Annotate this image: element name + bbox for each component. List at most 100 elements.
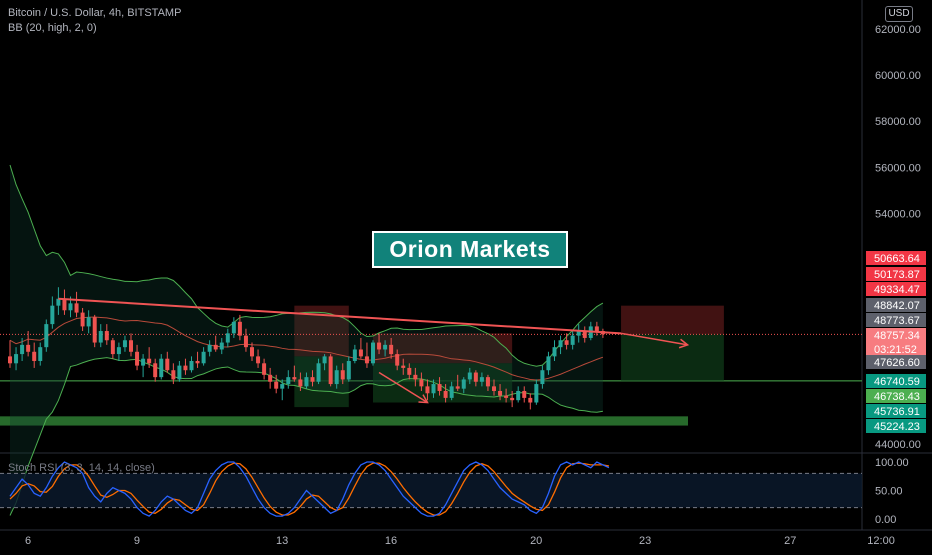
price-label: 47626.60 [874, 357, 920, 369]
price-label-box [866, 404, 926, 418]
candle-body [334, 370, 339, 385]
price-label: 46740.59 [874, 376, 920, 388]
candle-body [352, 349, 357, 361]
candle-body [552, 347, 557, 357]
candle-body [534, 384, 539, 403]
support-zone [0, 416, 688, 426]
candle-body [26, 344, 31, 352]
candle-body [516, 390, 521, 401]
candle-body [122, 340, 127, 348]
bb-lower-band [9, 357, 603, 516]
time-tick-label: 16 [385, 535, 397, 547]
candle-body [116, 347, 121, 355]
time-tick-label: 12:00 [867, 535, 895, 547]
time-tick-label: 9 [134, 535, 140, 547]
candle-body [135, 351, 140, 366]
candle-body [268, 374, 273, 382]
currency-button[interactable]: USD [885, 6, 913, 22]
candle-body [225, 333, 230, 343]
candle-body [195, 361, 200, 364]
stoch-tick-label: 100.00 [875, 457, 909, 469]
candle-body [358, 349, 363, 357]
candle-body [110, 340, 115, 355]
candle-body [389, 344, 394, 355]
candle-body [431, 384, 436, 394]
candle-body [50, 305, 55, 325]
trendline [58, 297, 622, 335]
candle-body [449, 386, 454, 398]
stoch-k-line [9, 461, 610, 517]
price-label: 48842.07 [874, 300, 920, 312]
candle-body [419, 379, 424, 387]
candle-body [237, 321, 242, 336]
candle-body [316, 363, 321, 382]
candle-body [213, 344, 218, 350]
price-label-box [866, 389, 926, 403]
stoch-tick-label: 50.00 [875, 486, 903, 498]
price-label-box [866, 282, 926, 296]
candle-body [219, 342, 224, 350]
candle-body [207, 344, 212, 352]
indicator-legend-stoch[interactable]: Stoch RSI (3, 3, 14, 14, close) [8, 462, 155, 474]
symbol-title[interactable]: Bitcoin / U.S. Dollar, 4h, BITSTAMP [8, 7, 182, 19]
price-label: 46738.43 [874, 391, 920, 403]
candle-body [492, 386, 496, 391]
candle-body [371, 342, 375, 364]
price-label-box [866, 267, 926, 281]
candle-body [425, 386, 430, 394]
arrow-head [418, 394, 429, 404]
arrow-line [620, 332, 688, 346]
candle-body [576, 331, 581, 336]
brand-label: Orion Markets [372, 231, 568, 268]
candle-body [383, 344, 388, 350]
price-tick-label: 60000.00 [875, 70, 921, 82]
candle-body [56, 298, 61, 306]
arrow-head [678, 338, 690, 349]
price-label-box [866, 328, 926, 342]
candle-body [92, 317, 97, 343]
time-tick-label: 13 [276, 535, 288, 547]
price-tick-label: 44000.00 [875, 439, 921, 451]
candle-body [177, 365, 182, 380]
candle-body [340, 370, 345, 380]
price-label: 50663.64 [874, 253, 920, 265]
candle-body [38, 347, 43, 361]
candle-body [171, 370, 176, 380]
price-label: 49334.47 [874, 284, 920, 296]
price-label-box [866, 313, 926, 327]
price-label: 50173.87 [874, 269, 920, 281]
stoch-tick-label: 0.00 [875, 514, 896, 526]
candle-body [395, 354, 400, 366]
candle-body [461, 379, 466, 389]
candle-body [443, 390, 448, 398]
candle-body [467, 372, 472, 380]
candle-body [153, 363, 158, 378]
indicator-legend-bb[interactable]: BB (20, high, 2, 0) [8, 22, 97, 34]
candle-body [44, 324, 49, 348]
candle-body [455, 386, 460, 389]
time-tick-label: 20 [530, 535, 542, 547]
candle-body [504, 395, 509, 398]
candle-body [364, 356, 369, 364]
price-label-box [866, 355, 926, 369]
candle-body [564, 340, 569, 345]
price-label: 45224.23 [874, 421, 920, 433]
candle-body [201, 351, 206, 364]
price-label-box [866, 419, 926, 433]
candle-body [189, 361, 194, 371]
bb-basis [9, 316, 604, 381]
candle-body [14, 354, 19, 364]
position-zone-loss [621, 305, 724, 335]
candle-body [558, 340, 563, 348]
candle-body [570, 335, 575, 345]
candle-body [401, 365, 406, 368]
candle-body [274, 381, 279, 389]
arrow-line [378, 371, 428, 404]
candle-body [183, 365, 188, 371]
candle-body [86, 317, 91, 327]
time-tick-label: 6 [25, 535, 31, 547]
candle-body [479, 377, 484, 382]
price-tick-label: 54000.00 [875, 208, 921, 220]
